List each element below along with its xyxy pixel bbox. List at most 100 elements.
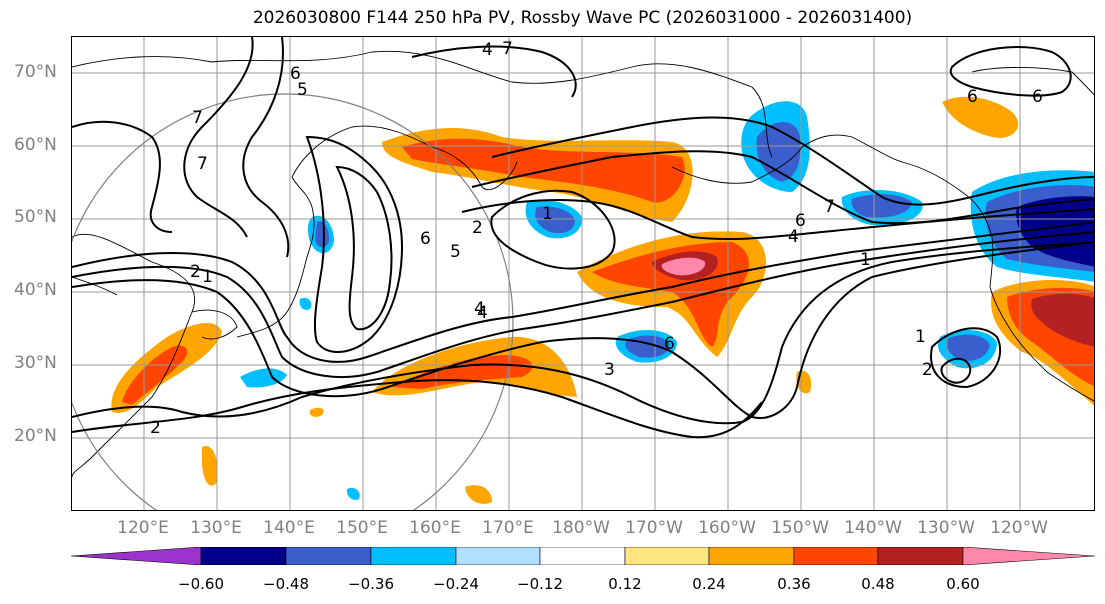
colorbar-svg <box>70 546 1096 566</box>
colorbar-tick: −0.60 <box>178 575 224 593</box>
contour-label: 5 <box>450 242 461 262</box>
colorbar-tick: −0.48 <box>263 575 309 593</box>
colorbar-arrow-left <box>70 546 202 566</box>
contour-15 <box>940 357 972 384</box>
contour-2 <box>72 231 1094 378</box>
coast-siberia-alaska <box>72 50 773 158</box>
contour-1 <box>72 221 1094 363</box>
coast-china <box>72 233 196 478</box>
colorbar-arrow-right <box>962 546 1096 566</box>
lat-label-70n: 70°N <box>14 62 57 82</box>
map-title: 2026030800 F144 250 hPa PV, Rossby Wave … <box>252 8 913 28</box>
lat-label-50n: 50°N <box>14 207 57 227</box>
contour-label: 7 <box>502 39 513 59</box>
contour-6 <box>305 135 404 354</box>
graticule <box>72 37 1094 510</box>
colorbar-segment <box>539 546 626 566</box>
contour-label: 4 <box>788 227 799 247</box>
coastlines <box>72 50 1094 478</box>
map-panel: 6 5 4 7 7 7 2 1 6 5 4 2 1 6 7 6 4 1 6 3 … <box>71 36 1095 511</box>
shade-max-east <box>661 257 706 276</box>
lon-label-150e: 150°E <box>336 518 388 538</box>
coast-kamchatka <box>291 125 433 178</box>
contour-label: 2 <box>472 218 483 238</box>
shade-neg-small-1 <box>240 368 287 388</box>
contour-8 <box>183 37 254 238</box>
lat-label-60n: 60°N <box>14 135 57 155</box>
contour-label: 2 <box>922 360 933 380</box>
contour-7 <box>335 165 393 331</box>
shade-strong-west <box>122 345 188 405</box>
colorbar-tick: 0.48 <box>861 575 895 593</box>
coast-aleutian-west <box>431 146 518 190</box>
shade-neg-gulf-south <box>851 194 912 218</box>
contour-17 <box>490 189 616 270</box>
contour-label: 1 <box>915 327 926 347</box>
contour-10 <box>72 120 173 233</box>
lon-label-160e: 160°E <box>409 518 461 538</box>
lon-label-180: 180°W <box>552 518 610 538</box>
contour-label: 6 <box>1032 87 1043 107</box>
contour-14 <box>930 327 1002 389</box>
contour-label: 1 <box>860 250 871 270</box>
lon-label-170e: 170°E <box>482 518 534 538</box>
colorbar-segment <box>877 546 964 566</box>
colorbar-tick: 0.24 <box>692 575 726 593</box>
range-circle <box>72 93 514 510</box>
contour-label: 7 <box>197 154 208 174</box>
contour-label: 2 <box>190 262 201 282</box>
contour-4 <box>72 241 1094 425</box>
colorbar-segment <box>624 546 710 566</box>
contour-16 <box>949 46 1072 97</box>
shade-neg-japan-core <box>315 221 330 248</box>
coast-arctic-canada <box>971 67 1094 96</box>
shade-neg-small-3 <box>346 487 360 500</box>
contour-5 <box>72 379 763 439</box>
colorbar-segment <box>793 546 879 566</box>
lon-label-130w: 130°W <box>917 518 975 538</box>
shade-neg-central <box>535 206 575 234</box>
coast-korea <box>191 309 238 340</box>
contour-label: 7 <box>192 108 203 128</box>
lon-label-150w: 150°W <box>771 518 829 538</box>
lon-label-170w: 170°W <box>625 518 683 538</box>
contour-label: 6 <box>664 334 675 354</box>
lon-label-120w: 120°W <box>990 518 1048 538</box>
contour-label: 4 <box>482 40 493 60</box>
contour-3 <box>72 241 1094 419</box>
coast-us-west <box>989 286 1094 402</box>
colorbar-tick: −0.36 <box>348 575 394 593</box>
contour-18 <box>411 45 577 98</box>
shade-neg-small-2 <box>299 297 312 310</box>
colorbar-tick: −0.24 <box>433 575 479 593</box>
colorbar-tick: 0.12 <box>608 575 642 593</box>
lon-label-120e: 120°E <box>117 518 169 538</box>
colorbar-segment <box>370 546 457 566</box>
shade-positive-small-2 <box>201 446 218 486</box>
lon-label-160w: 160°W <box>698 518 756 538</box>
pv-contours <box>72 37 1094 439</box>
coast-japan <box>236 176 315 338</box>
shade-positive-small-4 <box>309 407 324 417</box>
contour-13 <box>461 199 1094 241</box>
contour-label: 4 <box>474 299 485 319</box>
contour-12 <box>471 150 1094 225</box>
lat-label-30n: 30°N <box>14 353 57 373</box>
shade-positive-alaska <box>942 96 1019 138</box>
colorbar-tick: −0.12 <box>517 575 563 593</box>
shade-positive-small-3 <box>465 485 492 504</box>
contour-label: 3 <box>604 360 615 380</box>
contour-label-layer: 6 5 4 7 7 7 2 1 6 5 4 2 1 6 7 6 4 1 6 3 … <box>150 39 1043 438</box>
contour-label: 1 <box>202 267 213 287</box>
colorbar-segment <box>708 546 795 566</box>
colorbar-tick: 0.60 <box>946 575 980 593</box>
contour-11 <box>491 116 1094 206</box>
lat-label-40n: 40°N <box>14 280 57 300</box>
lon-label-140e: 140°E <box>263 518 315 538</box>
shade-neg-east <box>946 334 990 361</box>
colorbar-segment <box>200 546 287 566</box>
colorbar-segment <box>455 546 541 566</box>
contour-9 <box>242 37 290 258</box>
contour-label: 6 <box>795 211 806 231</box>
contour-label: 6 <box>967 87 978 107</box>
